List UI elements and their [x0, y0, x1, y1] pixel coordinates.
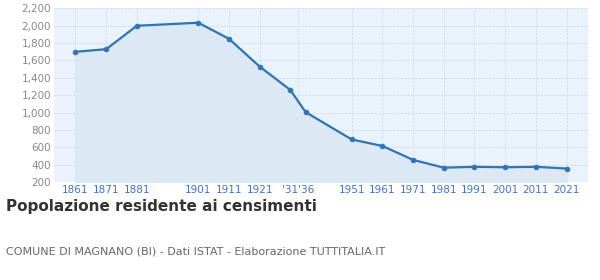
Text: Popolazione residente ai censimenti: Popolazione residente ai censimenti: [6, 199, 317, 214]
Text: COMUNE DI MAGNANO (BI) - Dati ISTAT - Elaborazione TUTTITALIA.IT: COMUNE DI MAGNANO (BI) - Dati ISTAT - El…: [6, 246, 385, 256]
